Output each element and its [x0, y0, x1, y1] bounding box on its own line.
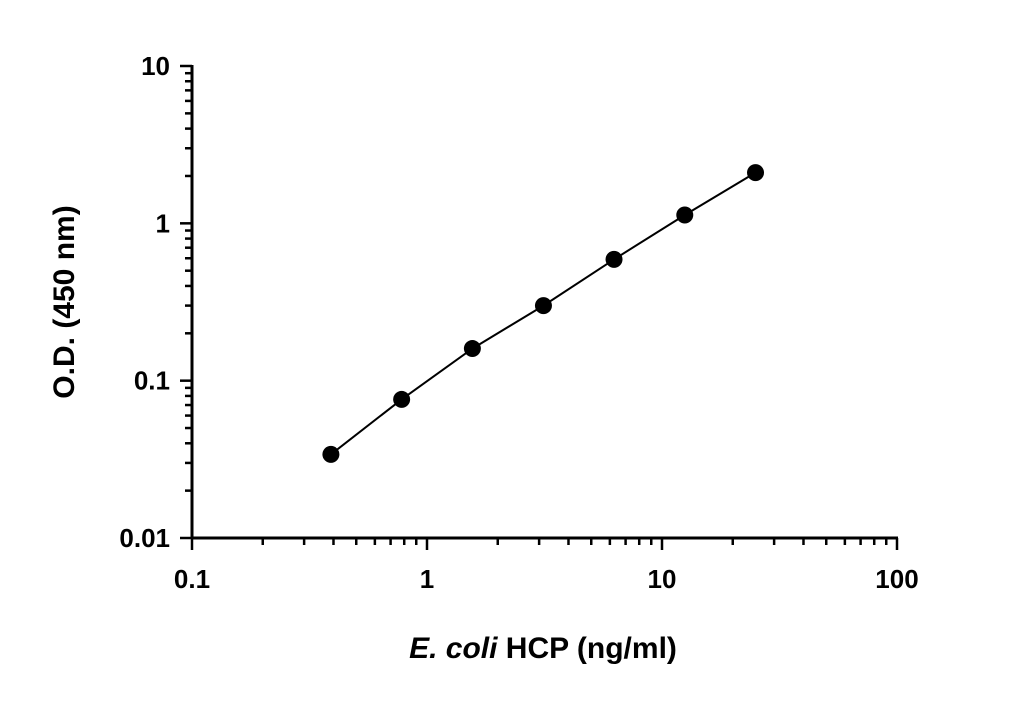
- data-series: [322, 164, 765, 463]
- x-axis-title-italic: E. coli: [409, 632, 498, 665]
- data-point: [463, 340, 481, 358]
- y-tick-label: 0.1: [134, 366, 170, 396]
- data-point: [676, 206, 694, 224]
- y-tick-label: 0.01: [119, 523, 170, 553]
- x-tick-label: 1: [420, 564, 434, 594]
- x-axis-title-rest: HCP (ng/ml): [497, 632, 676, 665]
- data-point: [605, 250, 623, 268]
- data-point: [747, 164, 765, 182]
- y-axis-title: O.D. (450 nm): [48, 205, 81, 398]
- x-tick-label: 0.1: [174, 564, 210, 594]
- data-point: [322, 445, 340, 463]
- data-point: [534, 297, 552, 315]
- y-tick-label: 1: [156, 208, 170, 238]
- axes: [190, 65, 898, 540]
- tick-marks: [180, 64, 899, 550]
- x-axis-title: E. coli HCP (ng/ml): [409, 632, 677, 665]
- y-tick-label: 10: [141, 51, 170, 81]
- data-point: [393, 390, 411, 408]
- x-tick-label: 100: [875, 564, 918, 594]
- x-tick-label: 10: [648, 564, 677, 594]
